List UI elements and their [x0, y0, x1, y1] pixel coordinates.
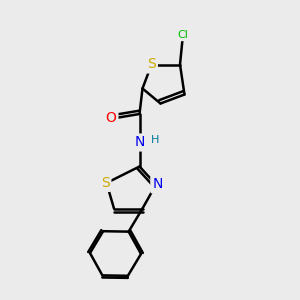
Text: N: N — [134, 136, 145, 149]
Text: N: N — [152, 178, 163, 191]
Text: S: S — [100, 176, 109, 190]
Text: S: S — [147, 58, 156, 71]
Text: H: H — [151, 135, 159, 146]
Text: Cl: Cl — [178, 29, 188, 40]
Text: O: O — [106, 112, 116, 125]
